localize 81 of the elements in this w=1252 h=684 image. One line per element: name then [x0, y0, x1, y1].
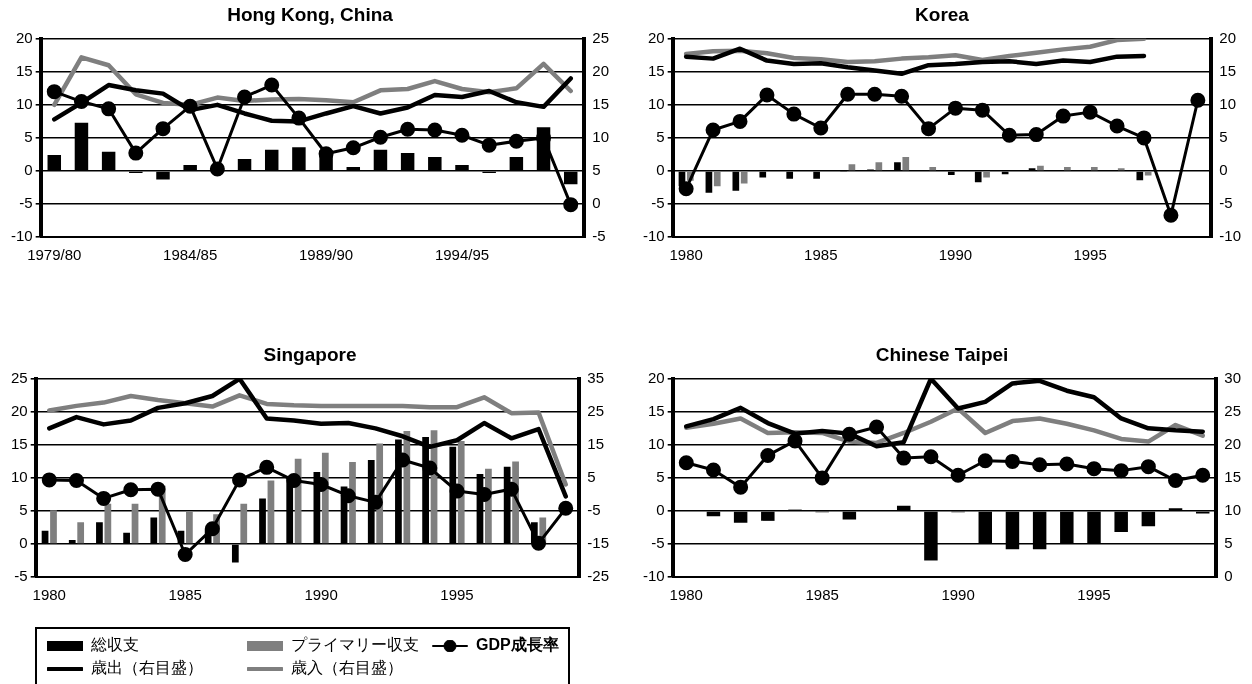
y2-tick-label: 5: [587, 468, 596, 486]
x-tick-label: 1995: [1073, 246, 1107, 264]
y2-tick-label: 15: [1219, 61, 1237, 79]
y-tick-label: -5: [14, 567, 28, 585]
x-tick-label: 1990: [941, 586, 975, 604]
x-tick-label: 1985: [804, 246, 838, 264]
y-tick-label: 10: [647, 435, 665, 453]
y-tick-label: 20: [15, 28, 33, 46]
y-tick-label: 15: [647, 61, 665, 79]
chart-title: Singapore: [263, 343, 357, 365]
x-tick-label: 1989/90: [298, 246, 354, 264]
y2-tick-label: -5: [592, 227, 606, 245]
y2-tick-label: 0: [1219, 161, 1228, 179]
y-tick-label: -5: [19, 194, 33, 212]
y-tick-label: 20: [11, 401, 28, 419]
y2-tick-label: 30: [1224, 368, 1241, 386]
y-tick-label: 10: [11, 468, 28, 486]
y-tick-label: 5: [656, 128, 665, 146]
y-tick-label: 5: [24, 128, 33, 146]
y2-tick-label: -15: [587, 534, 610, 552]
y-tick-label: 25: [11, 368, 28, 386]
y-tick-label: -10: [642, 227, 665, 245]
y2-tick-label: 15: [1224, 468, 1241, 486]
y-tick-label: 5: [19, 501, 28, 519]
y2-tick-label: -25: [587, 567, 610, 585]
y-tick-label: -5: [651, 194, 665, 212]
x-tick-label: 1995: [440, 586, 474, 604]
y-tick-label: 0: [656, 161, 665, 179]
y-tick-label: 5: [656, 468, 665, 486]
legend-label: 歳入（右目盛）: [291, 658, 403, 678]
y-tick-label: 10: [647, 95, 665, 113]
chart-title: Korea: [915, 3, 970, 25]
y2-tick-label: 5: [592, 161, 601, 179]
legend-label: プライマリー収支: [291, 635, 419, 655]
y2-tick-label: 5: [1219, 128, 1228, 146]
y-tick-label: 20: [647, 368, 665, 386]
legend-label: 歳出（右目盛）: [91, 658, 203, 678]
x-tick-label: 1980: [669, 246, 703, 264]
y-tick-label: 20: [647, 28, 665, 46]
y-tick-label: -10: [10, 227, 33, 245]
y-tick-label: -5: [651, 534, 665, 552]
x-tick-label: 1985: [805, 586, 839, 604]
y-tick-label: 10: [15, 95, 33, 113]
y-tick-label: 15: [11, 435, 28, 453]
x-tick-label: 1994/95: [434, 246, 490, 264]
y2-tick-label: -5: [1219, 194, 1233, 212]
y-tick-label: -10: [642, 567, 665, 585]
y2-tick-label: 25: [1224, 401, 1241, 419]
y2-tick-label: -10: [1219, 227, 1242, 245]
y-tick-label: 0: [19, 534, 28, 552]
x-tick-label: 1984/85: [163, 246, 218, 264]
y-tick-label: 15: [15, 61, 33, 79]
y2-tick-label: 10: [1219, 95, 1237, 113]
y2-tick-label: 10: [592, 128, 609, 146]
chart-title: Chinese Taipei: [875, 343, 1009, 365]
y2-tick-label: 20: [592, 61, 609, 79]
x-tick-label: 1995: [1077, 586, 1111, 604]
y2-tick-label: -5: [587, 501, 601, 519]
x-tick-label: 1990: [938, 246, 973, 264]
y2-tick-label: 0: [1224, 567, 1233, 585]
y-tick-label: 0: [24, 161, 33, 179]
y2-tick-label: 25: [587, 401, 605, 419]
y-tick-label: 0: [656, 501, 665, 519]
y2-tick-label: 15: [587, 435, 605, 453]
y2-tick-label: 5: [1224, 534, 1233, 552]
legend-label: GDP成長率: [476, 635, 559, 655]
y2-tick-label: 15: [592, 95, 609, 113]
x-tick-label: 1979/80: [27, 246, 82, 264]
y2-tick-label: 35: [587, 368, 605, 386]
chart-title: Hong Kong, China: [227, 3, 394, 25]
y2-tick-label: 20: [1219, 28, 1237, 46]
y-tick-label: 15: [647, 401, 665, 419]
x-tick-label: 1980: [669, 586, 703, 604]
x-tick-label: 1990: [304, 586, 338, 604]
y2-tick-label: 20: [1224, 435, 1241, 453]
x-tick-label: 1985: [168, 586, 202, 604]
y2-tick-label: 0: [592, 194, 601, 212]
x-tick-label: 1980: [32, 586, 66, 604]
legend-label: 総収支: [91, 635, 139, 655]
y2-tick-label: 10: [1224, 501, 1241, 519]
y2-tick-label: 25: [592, 28, 609, 46]
